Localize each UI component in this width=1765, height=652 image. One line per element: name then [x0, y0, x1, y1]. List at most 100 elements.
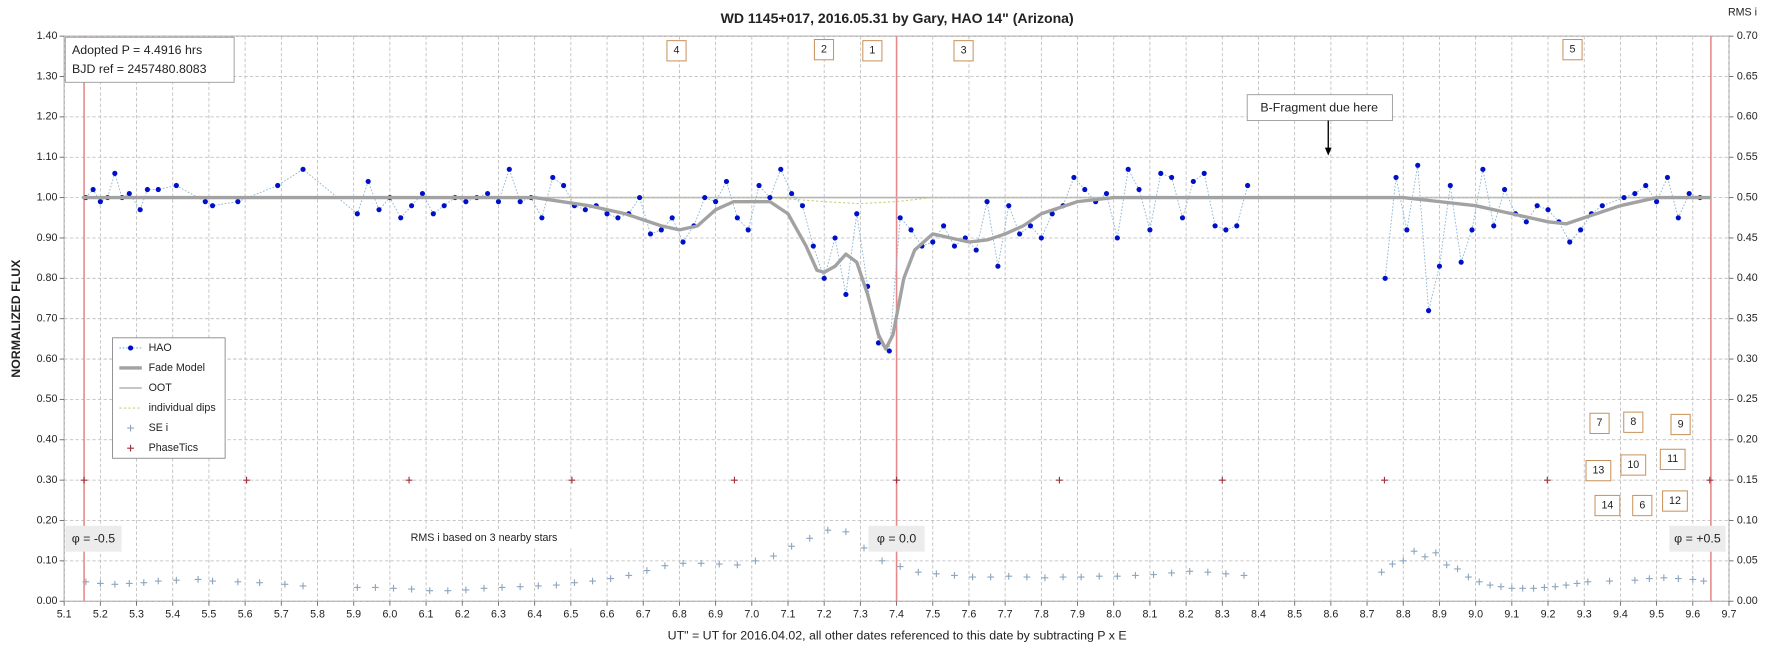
y-tick-label: 0.10 [37, 555, 58, 567]
info-text: BJD ref = 2457480.8083 [72, 62, 207, 76]
plus-marker [1218, 476, 1226, 484]
plus-marker [1077, 573, 1085, 581]
y-tick-label: 0.60 [37, 353, 58, 365]
dip-label: 2 [821, 43, 827, 55]
plus-marker [806, 534, 814, 542]
x-tick-label: 8.8 [1396, 609, 1411, 621]
legend-swatch [127, 345, 134, 351]
hao-point [1158, 170, 1164, 176]
hao-point [897, 215, 903, 221]
hao-point [1534, 203, 1540, 209]
hao-point [734, 215, 740, 221]
plus-marker [1562, 581, 1570, 589]
plus-marker [1700, 577, 1708, 585]
plus-marker [1041, 574, 1049, 582]
x-tick-label: 9.1 [1504, 609, 1519, 621]
plus-marker [209, 577, 216, 585]
plus-marker [1005, 572, 1013, 580]
plus-marker [1454, 565, 1461, 573]
dip-label-box [666, 40, 687, 62]
dip-label-box [1662, 490, 1688, 512]
y2-tick-label: 0.50 [1737, 191, 1758, 203]
plus-marker [194, 576, 202, 583]
hao-point [539, 215, 545, 221]
hao-point [1425, 308, 1432, 314]
plus-marker [80, 476, 88, 484]
plus-marker [697, 559, 705, 567]
dip-label: 7 [1597, 417, 1603, 429]
dip-label: 8 [1630, 416, 1636, 428]
plus-marker [1543, 476, 1551, 484]
dip-label: 1 [869, 45, 875, 57]
x-tick-label: 9.2 [1541, 609, 1556, 621]
plus-marker [353, 584, 361, 591]
dip-label: 12 [1669, 495, 1681, 507]
dip-label: 11 [1667, 453, 1678, 465]
hao-point [799, 203, 806, 209]
plus-marker [408, 585, 415, 593]
plus-marker [679, 559, 687, 567]
dip-label: 3 [961, 45, 967, 57]
hao-point [669, 215, 675, 221]
x-tick-label: 5.7 [274, 609, 289, 621]
plus-marker [243, 476, 250, 484]
dip-label-box [1659, 448, 1686, 471]
plus-marker [1551, 583, 1559, 591]
hao-point [1523, 219, 1529, 225]
hao-point [1179, 215, 1186, 221]
hao-point [1458, 259, 1464, 265]
hao-point [1212, 223, 1218, 229]
hao-point [995, 263, 1001, 269]
plus-marker [643, 567, 651, 574]
hao-point [973, 247, 979, 253]
plus-marker [589, 577, 596, 585]
x-tick-label: 7.5 [925, 609, 940, 621]
plus-marker [1056, 476, 1063, 484]
hao-point [485, 190, 491, 197]
plus-marker [1432, 549, 1440, 557]
y-tick-label: 0.20 [37, 514, 58, 526]
plus-marker [552, 581, 560, 589]
y2-axis-title: RMS i [1728, 6, 1757, 18]
hao-point [1415, 162, 1421, 168]
hao-point [1404, 227, 1410, 233]
hao-point [1447, 182, 1453, 189]
dip-label-box [1585, 460, 1612, 482]
plus-marker [824, 526, 832, 534]
plus-marker [426, 587, 434, 595]
plus-marker [234, 578, 242, 586]
x-tick-label: 6.7 [636, 609, 651, 621]
hao-point [561, 182, 567, 189]
x-tick-label: 8.6 [1323, 609, 1338, 621]
hao-point [1480, 166, 1486, 172]
x-tick-label: 6.3 [491, 609, 506, 621]
x-tick-label: 5.6 [238, 609, 253, 621]
plus-marker [607, 575, 615, 582]
hao-point [821, 275, 827, 281]
hao-point [1071, 174, 1077, 181]
x-tick-label: 9.5 [1649, 609, 1664, 621]
x-tick-label: 6.6 [600, 609, 615, 621]
hao-point [1643, 182, 1649, 189]
x-tick-label: 5.4 [165, 609, 180, 621]
plus-marker [1465, 573, 1472, 581]
hao-point [1049, 211, 1055, 217]
plus-marker [111, 580, 119, 588]
hao-point [1147, 227, 1153, 233]
hao-point [144, 186, 150, 193]
hao-point [126, 190, 132, 197]
rms-note: RMS i based on 3 nearby stars [411, 532, 558, 544]
hao-point [1393, 174, 1399, 181]
y2-tick-label: 0.35 [1737, 313, 1758, 325]
y-tick-label: 1.20 [37, 111, 58, 123]
x-tick-label: 9.4 [1613, 609, 1628, 621]
hao-point [1545, 207, 1551, 213]
plus-marker [1508, 584, 1516, 592]
x-tick-label: 6.0 [382, 609, 397, 621]
hao-point [1675, 215, 1681, 221]
plus-marker [1706, 476, 1714, 484]
phase-label-box [868, 525, 925, 552]
hao-point [275, 182, 281, 189]
x-tick-label: 7.7 [998, 609, 1013, 621]
